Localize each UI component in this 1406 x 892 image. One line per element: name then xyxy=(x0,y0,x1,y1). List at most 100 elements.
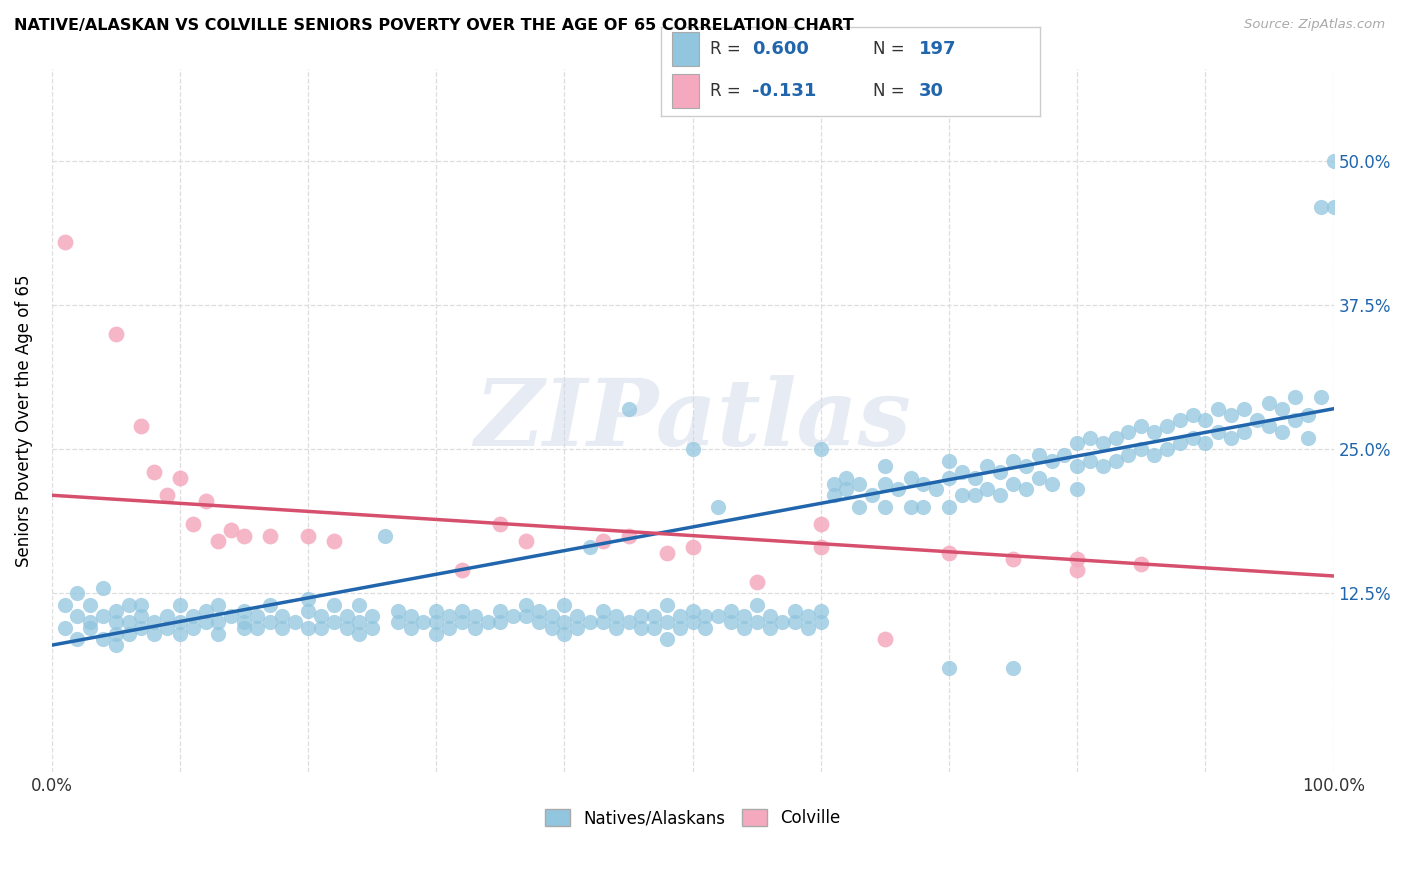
Point xyxy=(425,615,447,629)
Point xyxy=(297,621,319,635)
Point xyxy=(720,604,742,618)
Point xyxy=(1194,436,1216,450)
Point xyxy=(823,488,845,502)
Text: N =: N = xyxy=(873,40,910,58)
Point xyxy=(1233,425,1256,439)
Point xyxy=(823,476,845,491)
Point xyxy=(695,609,717,624)
Point xyxy=(1296,408,1319,422)
Point xyxy=(1002,661,1025,675)
Point xyxy=(938,471,960,485)
Point xyxy=(297,592,319,607)
Point xyxy=(233,604,256,618)
Point xyxy=(758,621,780,635)
Point xyxy=(1156,419,1178,434)
Point xyxy=(169,471,191,485)
Point xyxy=(233,615,256,629)
Point xyxy=(553,615,575,629)
Text: -0.131: -0.131 xyxy=(752,82,817,100)
Point xyxy=(553,626,575,640)
Point xyxy=(1206,425,1229,439)
Point xyxy=(207,598,229,612)
Text: N =: N = xyxy=(873,82,910,100)
Point xyxy=(1168,436,1191,450)
Point xyxy=(745,574,768,589)
Point xyxy=(118,615,141,629)
Point xyxy=(322,598,344,612)
Point xyxy=(810,442,832,456)
Point xyxy=(79,621,101,635)
Point xyxy=(387,604,409,618)
Point xyxy=(118,626,141,640)
Point xyxy=(682,615,704,629)
Point xyxy=(219,609,242,624)
Point xyxy=(451,615,474,629)
Point xyxy=(605,621,627,635)
Point xyxy=(349,626,371,640)
Point xyxy=(900,500,922,514)
Point xyxy=(131,598,153,612)
Point xyxy=(1066,551,1088,566)
Point xyxy=(207,534,229,549)
Point xyxy=(797,609,820,624)
Point xyxy=(579,540,602,554)
Point xyxy=(938,453,960,467)
Point xyxy=(451,604,474,618)
Point xyxy=(1002,551,1025,566)
Point xyxy=(515,534,537,549)
Point xyxy=(91,632,114,647)
Point xyxy=(1028,448,1050,462)
Point xyxy=(219,523,242,537)
Point xyxy=(1130,419,1153,434)
Point xyxy=(349,615,371,629)
Point xyxy=(361,621,384,635)
Point xyxy=(53,621,76,635)
Point xyxy=(785,604,807,618)
Y-axis label: Seniors Poverty Over the Age of 65: Seniors Poverty Over the Age of 65 xyxy=(15,274,32,566)
Point xyxy=(515,598,537,612)
Text: NATIVE/ALASKAN VS COLVILLE SENIORS POVERTY OVER THE AGE OF 65 CORRELATION CHART: NATIVE/ALASKAN VS COLVILLE SENIORS POVER… xyxy=(14,18,853,33)
Point xyxy=(655,632,678,647)
Point xyxy=(66,586,89,600)
Point xyxy=(1015,459,1038,474)
Point xyxy=(797,621,820,635)
Point xyxy=(963,488,986,502)
Point xyxy=(1246,413,1268,427)
Point xyxy=(1130,442,1153,456)
Point xyxy=(630,609,652,624)
Point xyxy=(489,615,512,629)
Point xyxy=(464,621,486,635)
Point xyxy=(540,621,562,635)
Point xyxy=(1066,563,1088,577)
Point xyxy=(79,615,101,629)
Point xyxy=(66,609,89,624)
Point xyxy=(900,471,922,485)
Point xyxy=(131,419,153,434)
Point xyxy=(1258,396,1281,410)
Point xyxy=(592,534,614,549)
Point xyxy=(976,483,998,497)
Point xyxy=(950,488,973,502)
Point xyxy=(156,488,179,502)
Point xyxy=(246,609,269,624)
Point xyxy=(655,546,678,560)
Point xyxy=(361,609,384,624)
Point xyxy=(1104,431,1126,445)
Point xyxy=(297,528,319,542)
Point xyxy=(912,500,935,514)
Point xyxy=(194,604,217,618)
Point xyxy=(515,609,537,624)
Point xyxy=(309,621,332,635)
Point xyxy=(988,488,1011,502)
Point xyxy=(669,609,692,624)
Point xyxy=(437,609,460,624)
Point xyxy=(477,615,499,629)
Point xyxy=(873,476,896,491)
Point xyxy=(143,615,166,629)
Point xyxy=(104,638,127,652)
Point xyxy=(66,632,89,647)
Point xyxy=(425,626,447,640)
Point xyxy=(207,626,229,640)
Point xyxy=(860,488,883,502)
Point xyxy=(451,563,474,577)
